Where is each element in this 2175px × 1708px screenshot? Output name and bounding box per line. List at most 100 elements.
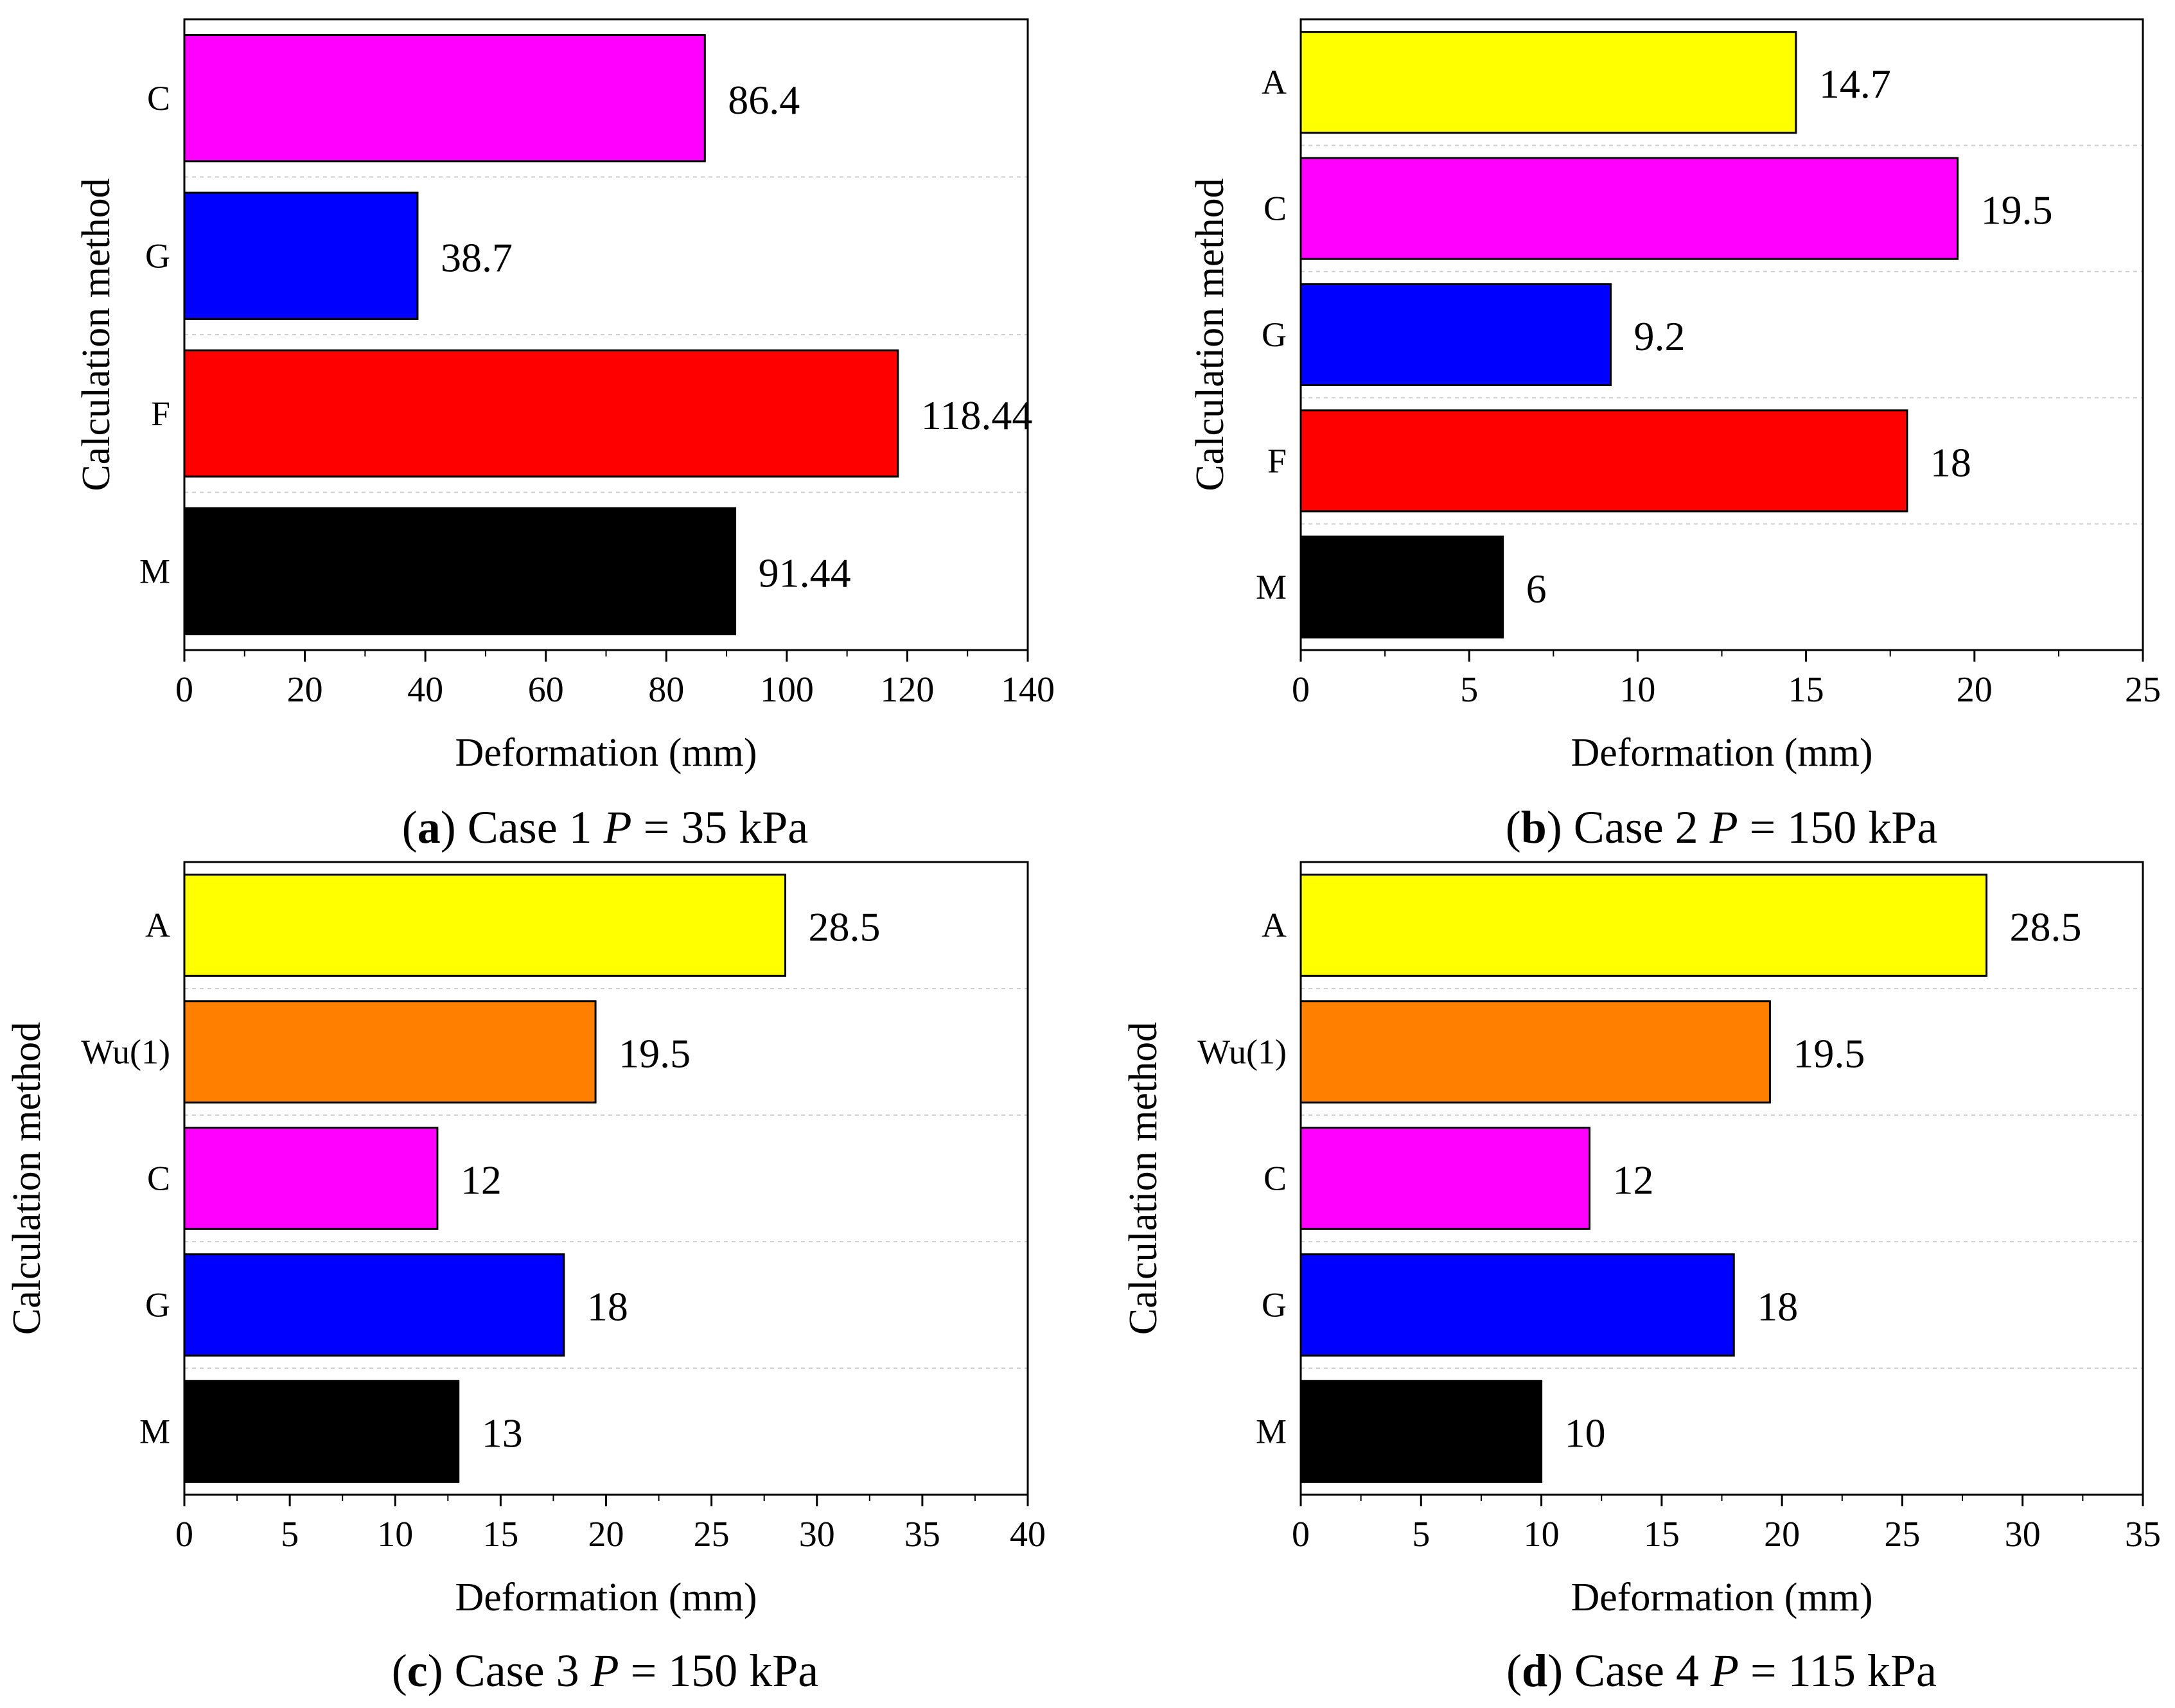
panel-caption: (d) Case 4 P = 115 kPa — [1506, 1645, 1937, 1696]
x-tick-label: 100 — [760, 670, 814, 710]
bar-m — [183, 1380, 460, 1483]
chart-panel-b: A 14.7 C 19.5 G 9.2 F 18 M 6 0 5 10 15 20 25 Deformation… — [1188, 18, 2161, 853]
x-tick-label: 60 — [528, 670, 564, 710]
caption-text: ( — [402, 802, 418, 853]
category-label: C — [1264, 189, 1287, 228]
y-axis-title: Calculation method — [5, 1022, 49, 1335]
value-label: 28.5 — [2010, 904, 2082, 950]
caption-letter: d — [1522, 1645, 1547, 1696]
x-tick-label: 0 — [1292, 1515, 1310, 1554]
category-label: G — [145, 236, 170, 275]
bar-g — [1299, 283, 1612, 387]
x-tick-label: 20 — [1957, 670, 1993, 710]
value-label: 12 — [1612, 1158, 1653, 1203]
caption-text: ) Case 1 — [441, 802, 604, 853]
x-tick-label: 0 — [175, 670, 193, 710]
category-label: G — [1262, 315, 1287, 354]
chart-panel-c: A 28.5 Wu(1) 19.5 C 12 G 18 M 13 0 5 10 15 20 25 30 35 40 D… — [5, 861, 1046, 1696]
x-tick-label: 40 — [1010, 1515, 1046, 1554]
caption-text: = 35 kPa — [632, 802, 809, 853]
x-tick-label: 140 — [1001, 670, 1055, 710]
caption-variable: P — [1710, 1645, 1739, 1696]
category-label: Wu(1) — [1197, 1033, 1287, 1071]
value-label: 10 — [1565, 1411, 1606, 1456]
category-label: Wu(1) — [81, 1033, 170, 1071]
value-label: 9.2 — [1633, 313, 1685, 359]
chart-panel-d: A 28.5 Wu(1) 19.5 C 12 G 18 M 10 0 5 10 15 20 25 30 35 Def… — [1122, 861, 2161, 1696]
y-axis-title: Calculation method — [1122, 1022, 1165, 1335]
category-label: C — [147, 79, 170, 118]
x-tick-label: 25 — [694, 1515, 730, 1554]
bar-g — [183, 1253, 565, 1357]
bar-wu1 — [1299, 1000, 1771, 1104]
x-axis-title: Deformation (mm) — [1571, 731, 1872, 775]
value-label: 19.5 — [1793, 1031, 1865, 1077]
bar-f — [183, 349, 899, 478]
x-tick-label: 5 — [1412, 1515, 1430, 1554]
bar-m — [1299, 1380, 1543, 1483]
value-label: 12 — [461, 1158, 502, 1203]
panel-caption: (c) Case 3 P = 150 kPa — [392, 1645, 818, 1696]
caption-variable: P — [590, 1645, 619, 1696]
x-axis-title: Deformation (mm) — [1571, 1576, 1872, 1619]
x-tick-label: 5 — [1460, 670, 1478, 710]
value-label: 18 — [587, 1284, 628, 1330]
x-axis-title: Deformation (mm) — [455, 731, 757, 775]
category-label: A — [1262, 906, 1287, 945]
caption-text: = 150 kPa — [1738, 802, 1938, 853]
caption-variable: P — [1709, 802, 1738, 853]
value-label: 18 — [1757, 1284, 1798, 1330]
caption-variable: P — [603, 802, 632, 853]
category-label: F — [1267, 441, 1287, 480]
x-tick-label: 10 — [1619, 670, 1655, 710]
value-label: 118.44 — [921, 392, 1033, 438]
category-label: G — [145, 1286, 170, 1325]
x-tick-label: 30 — [2005, 1515, 2041, 1554]
y-axis-title: Calculation method — [75, 178, 118, 491]
category-label: M — [1256, 568, 1287, 606]
category-label: G — [1262, 1286, 1287, 1325]
y-axis-title: Calculation method — [1188, 178, 1232, 491]
bar-a — [1299, 31, 1797, 134]
caption-text: = 150 kPa — [619, 1645, 819, 1696]
x-tick-label: 20 — [1764, 1515, 1800, 1554]
caption-text: ) Case 2 — [1547, 802, 1710, 853]
caption-text: ) Case 3 — [428, 1645, 591, 1696]
caption-letter: a — [418, 802, 441, 853]
bar-wu1 — [183, 1000, 597, 1104]
value-label: 38.7 — [441, 234, 513, 280]
value-label: 18 — [1930, 439, 1971, 485]
bar-a — [1299, 874, 1988, 977]
value-label: 13 — [482, 1411, 523, 1456]
x-tick-label: 10 — [377, 1515, 413, 1554]
caption-text: ( — [392, 1645, 407, 1696]
bar-g — [183, 191, 419, 320]
caption-text: ( — [1506, 802, 1521, 853]
value-label: 6 — [1526, 566, 1547, 612]
caption-letter: b — [1521, 802, 1547, 853]
value-label: 19.5 — [1981, 188, 2053, 233]
value-label: 28.5 — [809, 904, 881, 950]
bar-c — [1299, 1127, 1590, 1230]
x-tick-label: 30 — [799, 1515, 835, 1554]
value-label: 86.4 — [728, 77, 800, 123]
bar-m — [1299, 535, 1504, 638]
category-label: M — [1256, 1413, 1287, 1451]
bar-c — [183, 34, 706, 163]
category-label: C — [1264, 1159, 1287, 1198]
x-tick-label: 15 — [1644, 1515, 1680, 1554]
bar-f — [1299, 409, 1908, 513]
x-tick-label: 20 — [588, 1515, 624, 1554]
caption-text: = 115 kPa — [1739, 1645, 1937, 1696]
x-tick-label: 25 — [2125, 670, 2161, 710]
x-tick-label: 20 — [287, 670, 323, 710]
x-tick-label: 25 — [1884, 1515, 1920, 1554]
category-label: M — [139, 552, 170, 590]
bar-a — [183, 874, 787, 977]
x-tick-label: 0 — [175, 1515, 193, 1554]
x-tick-label: 10 — [1524, 1515, 1560, 1554]
chart-panel-a: C 86.4 G 38.7 F 118.44 M 91.44 0 20 40 60 80 100 120 14… — [75, 18, 1055, 853]
value-label: 19.5 — [619, 1031, 691, 1077]
x-tick-label: 120 — [880, 670, 934, 710]
